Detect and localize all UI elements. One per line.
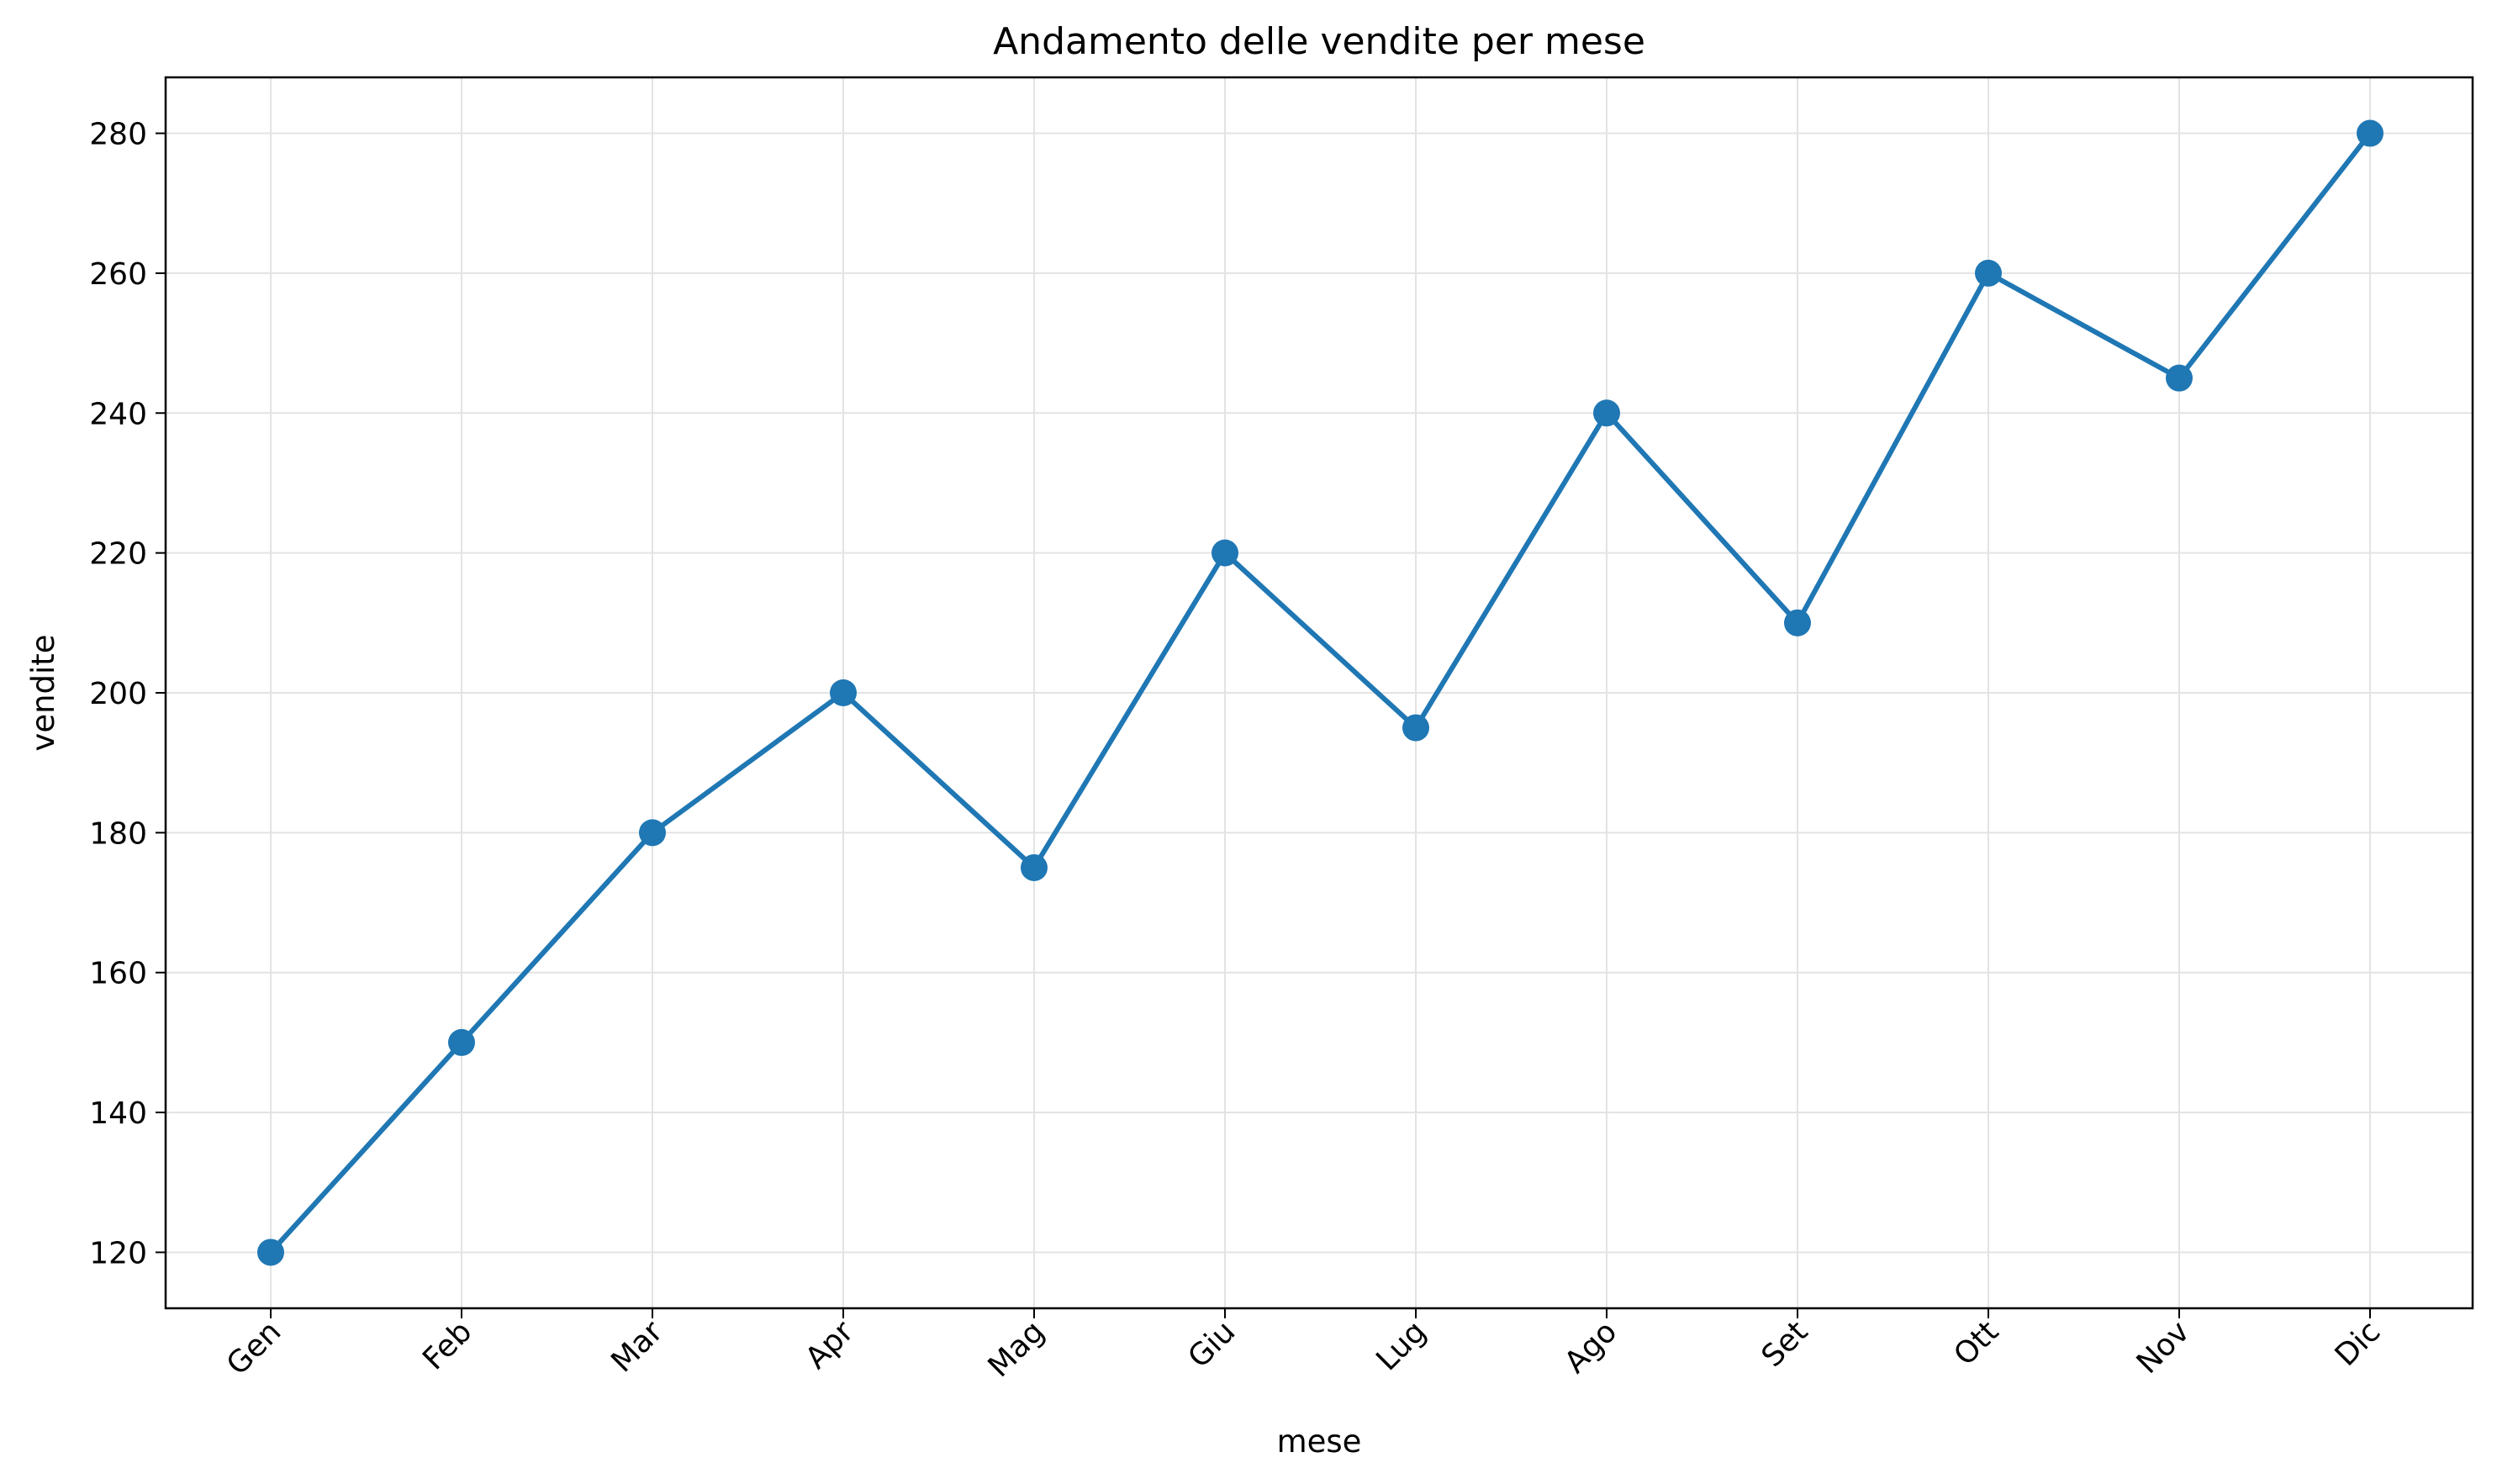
data-point [1402,714,1429,742]
x-axis-label: mese [1277,1423,1362,1460]
y-tick-label: 260 [89,257,147,292]
data-point [448,1028,475,1056]
y-tick-label: 120 [89,1236,147,1270]
y-tick-label: 140 [89,1096,147,1131]
data-point [1021,853,1048,881]
y-tick-label: 280 [89,118,147,152]
data-point [2357,119,2384,147]
y-tick-label: 220 [89,537,147,572]
grid [166,77,2473,1308]
y-tick-label: 180 [89,816,147,851]
data-point [1784,609,1811,636]
data-point [1212,539,1238,567]
data-point [1593,399,1620,427]
y-tick-label: 160 [89,957,147,991]
series [257,119,2384,1266]
y-tick-label: 240 [89,397,147,431]
data-point [639,819,666,847]
data-point [830,679,857,706]
series-line [268,130,2373,1255]
data-point [2166,364,2193,392]
y-axis-label: vendite [25,634,61,751]
data-point [257,1238,284,1266]
y-tick-label: 200 [89,677,147,711]
chart-title: Andamento delle vendite per mese [993,20,1645,63]
data-point [1975,259,2002,287]
